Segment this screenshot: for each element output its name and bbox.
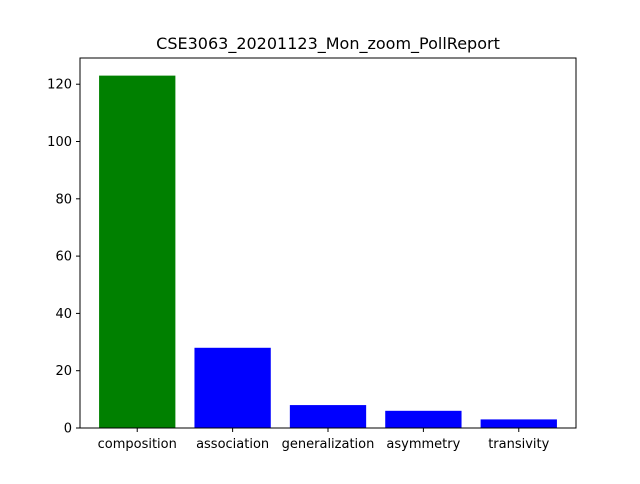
- x-tick-label: asymmetry: [386, 437, 460, 452]
- y-axis: 0 20 40 60 80 100 120: [47, 78, 80, 437]
- y-tick-label: 0: [64, 422, 72, 437]
- x-tick-label: generalization: [282, 437, 375, 452]
- bar-association: [194, 347, 271, 428]
- y-tick-label: 60: [55, 250, 72, 265]
- plot-frame: [79, 57, 577, 429]
- bar-transivity: [480, 419, 557, 428]
- x-tick-label: association: [196, 437, 269, 452]
- y-tick-label: 100: [47, 135, 72, 150]
- bar-composition: [99, 75, 176, 428]
- bar-asymmetry: [385, 410, 462, 428]
- y-tick-label: 40: [55, 307, 72, 322]
- x-tick-label: transivity: [488, 437, 549, 452]
- chart-title: CSE3063_20201123_Mon_zoom_PollReport: [156, 34, 500, 54]
- bars-layer: [99, 75, 557, 428]
- y-tick-label: 120: [47, 78, 72, 93]
- y-tick-label: 80: [55, 192, 72, 207]
- x-tick-label: composition: [98, 437, 177, 452]
- x-axis: composition association generalization asym…: [98, 428, 550, 452]
- y-tick-label: 20: [55, 364, 72, 379]
- bar-generalization: [289, 405, 367, 428]
